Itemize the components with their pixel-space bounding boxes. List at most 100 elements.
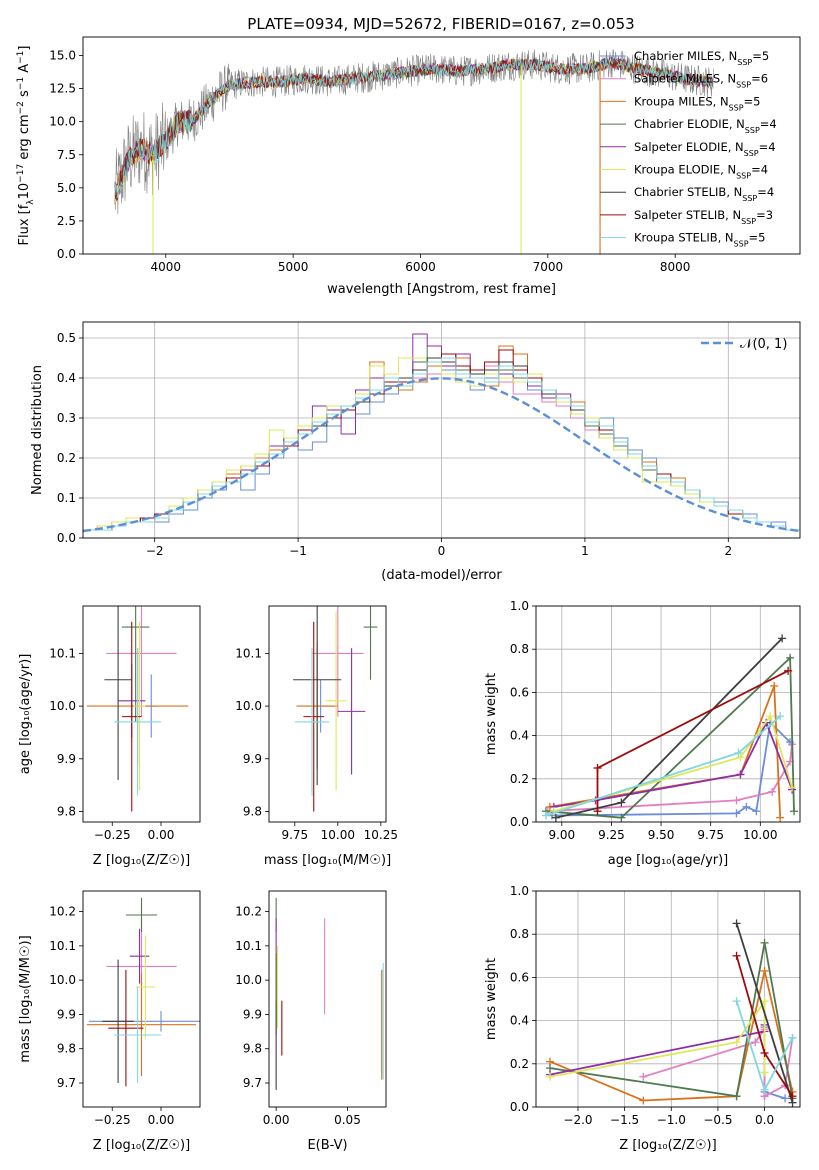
y-tick-label: 0.4 — [57, 371, 76, 385]
series-line-kroupa-elodie — [553, 714, 793, 813]
age-vs-Z-plot-area — [86, 606, 189, 812]
x-axis-label: age [log₁₀(age/yr)] — [608, 853, 729, 868]
x-tick-label: −0.25 — [94, 828, 131, 842]
y-tick-label: 0.4 — [510, 1014, 529, 1028]
y-tick-label: 0.4 — [510, 729, 529, 743]
model-line-salpeter-miles — [114, 57, 714, 203]
y-axis-label: mass weight — [484, 673, 499, 755]
x-tick-label: 0 — [438, 544, 446, 558]
x-axis-label: (data-model)/error — [381, 568, 502, 583]
y-tick-label: 10.1 — [49, 939, 76, 953]
x-tick-label: 9.50 — [648, 828, 675, 842]
y-tick-label: 0.5 — [57, 331, 76, 345]
y-axis-label: age [log₁₀(age/yr)] — [18, 654, 33, 775]
x-axis-label: wavelength [Angstrom, rest frame] — [327, 282, 556, 297]
axes-frame — [268, 890, 387, 1108]
y-tick-label: 0.6 — [510, 685, 529, 699]
y-tick-label: 9.7 — [57, 1076, 76, 1090]
y-tick-label: 10.0 — [235, 973, 262, 987]
spectrum-legend: Chabrier MILES, NSSP=5 Salpeter MILES, NS… — [600, 49, 777, 248]
spectrum-plot-area — [114, 49, 714, 254]
y-axis-label: mass weight — [484, 958, 499, 1040]
age-vs-mass-panel: 9.75 10.00 10.25 9.8 9.9 10.0 10.1 mass [log₁₀(… — [235, 605, 398, 868]
age-vs-mass-plot-area — [293, 606, 378, 812]
y-tick-label: 9.8 — [57, 804, 76, 818]
x-tick-label: 0.0 — [755, 1113, 774, 1127]
x-tick-label: 0.00 — [263, 1113, 290, 1127]
axes-frame — [82, 605, 201, 823]
axes-frame — [82, 321, 801, 539]
model-line-salpeter-elodie — [114, 56, 714, 195]
y-tick-label: 10.1 — [235, 939, 262, 953]
x-tick-label: −1.5 — [610, 1113, 639, 1127]
x-tick-label: 5000 — [278, 260, 309, 274]
mass-vs-Z-plot-area — [86, 897, 200, 1087]
spectrum-panel: 4000 5000 6000 7000 8000 0.0 2.5 5.0 7.5 10.0 12.5… — [16, 36, 801, 297]
y-tick-label: 2.5 — [57, 214, 76, 228]
histogram-kroupa-stelib — [83, 357, 800, 531]
y-tick-label: 9.7 — [243, 1076, 262, 1090]
x-tick-label: −2 — [146, 544, 164, 558]
y-tick-label: 10.2 — [235, 905, 262, 919]
y-tick-label: 12.5 — [49, 82, 76, 96]
legend-label: Kroupa STELIB, NSSP=5 — [634, 231, 765, 249]
y-tick-label: 0.2 — [510, 1057, 529, 1071]
x-axis-label: Z [log₁₀(Z/Z☉)] — [619, 1138, 716, 1153]
x-tick-label: −1 — [289, 544, 307, 558]
y-tick-label: 0.3 — [57, 411, 76, 425]
y-tick-label: 10.1 — [49, 646, 76, 660]
y-tick-label: 10.1 — [235, 646, 262, 660]
figure-title: PLATE=0934, MJD=52672, FIBERID=0167, z=0… — [247, 15, 634, 33]
y-tick-label: 7.5 — [57, 148, 76, 162]
x-tick-label: 9.75 — [697, 828, 724, 842]
model-line-kroupa-miles — [114, 57, 714, 205]
x-tick-label: 4000 — [151, 260, 182, 274]
mass-vs-EBV-plot-area — [275, 897, 384, 1090]
axes-frame — [268, 605, 387, 823]
x-tick-label: 0.00 — [148, 1113, 175, 1127]
age-vs-Z-panel: −0.25 0.00 9.8 9.9 10.0 10.1 Z [log₁₀(Z/Z☉)] ag… — [18, 605, 201, 868]
x-tick-label: 10.00 — [743, 828, 777, 842]
mass-vs-Z-panel: −0.25 0.00 9.7 9.8 9.9 10.0 10.1 10.2 Z [log₁₀(Z… — [18, 890, 201, 1153]
y-tick-label: 10.0 — [235, 699, 262, 713]
series-line-chabrier-elodie — [545, 655, 795, 819]
x-tick-label: 1 — [581, 544, 589, 558]
series-line-chabrier-elodie — [549, 942, 794, 1099]
y-tick-label: 9.9 — [243, 752, 262, 766]
axes-frame — [82, 890, 201, 1108]
y-tick-label: 1.0 — [510, 884, 529, 898]
y-axis-label: Normed distribution — [30, 365, 45, 495]
x-tick-label: 7000 — [533, 260, 564, 274]
y-tick-label: 9.9 — [57, 752, 76, 766]
massweight-vs-age-plot-area — [541, 634, 799, 822]
legend-label: Chabrier ELODIE, NSSP=4 — [634, 117, 777, 135]
y-tick-label: 9.9 — [57, 1007, 76, 1021]
y-axis-label: mass [log₁₀(M/M☉)] — [18, 935, 33, 1062]
x-tick-label: 9.75 — [281, 828, 308, 842]
y-tick-label: 0.2 — [57, 451, 76, 465]
massweight-vs-Z-panel: −2.0 −1.5 −1.0 −0.5 0.0 0.0 0.2 0.4 0.6 0.8 1.0 Z [… — [484, 884, 801, 1153]
model-line-chabrier-elodie — [114, 56, 714, 194]
x-tick-label: 10.00 — [321, 828, 355, 842]
y-tick-label: 0.2 — [510, 772, 529, 786]
model-line-kroupa-elodie — [114, 57, 714, 203]
y-tick-label: 0.1 — [57, 491, 76, 505]
massweight-vs-Z-plot-area — [545, 919, 797, 1107]
y-axis-label: Flux [fλ10−17 erg cm−2 s−1 A−1] — [16, 46, 36, 246]
x-tick-label: 2 — [724, 544, 732, 558]
x-axis-label: E(B-V) — [307, 1138, 347, 1153]
model-line-salpeter-stelib — [114, 58, 714, 200]
massweight-vs-age-panel: 9.00 9.25 9.50 9.75 10.00 0.0 0.2 0.4 0.6 0.8 1.0 a… — [484, 599, 801, 868]
x-tick-label: 0.00 — [148, 828, 175, 842]
x-axis-label: Z [log₁₀(Z/Z☉)] — [93, 1138, 190, 1153]
x-axis-label: Z [log₁₀(Z/Z☉)] — [93, 853, 190, 868]
x-tick-label: 9.25 — [598, 828, 625, 842]
x-tick-label: 10.25 — [364, 828, 398, 842]
x-tick-label: −0.5 — [703, 1113, 732, 1127]
axes-frame — [535, 890, 801, 1108]
y-tick-label: 10.2 — [49, 905, 76, 919]
y-tick-label: 1.0 — [510, 599, 529, 613]
legend-label: Chabrier STELIB, NSSP=4 — [634, 185, 774, 203]
y-tick-label: 10.0 — [49, 115, 76, 129]
x-tick-label: 9.00 — [548, 828, 575, 842]
